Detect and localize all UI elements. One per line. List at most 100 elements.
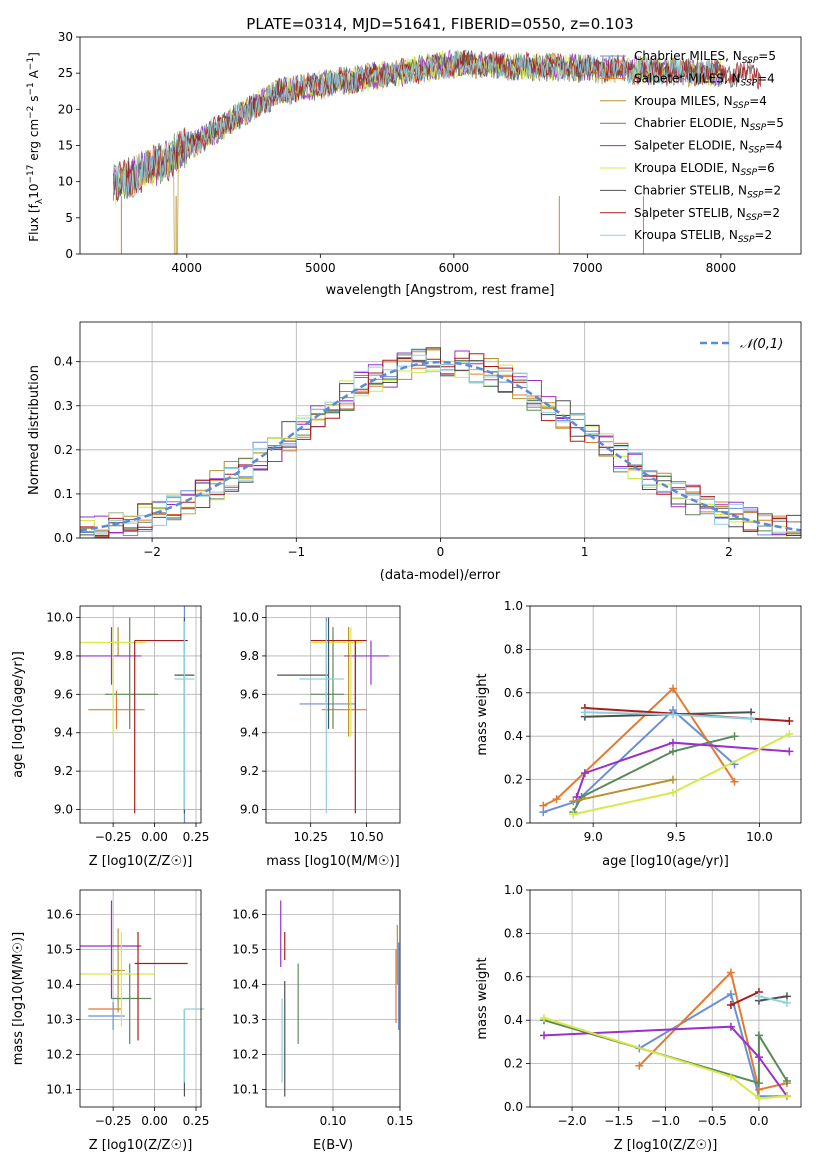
weight_vs_age-point-marker [539,801,548,810]
weight_vs_age-point-marker [569,810,578,819]
spectrum-ylabel-part: Flux [f [27,203,41,241]
weight_vs_age-ytick-label: 0.2 [504,773,523,787]
age_vs_Z-ytick-label: 10.0 [46,611,73,625]
normal-reference-curve [79,360,802,532]
weight_vs_age-axes: 9.0 9.5 10.0 0.0 0.2 0.4 0.6 0.8 1.0 [504,599,801,844]
age_vs_Z-xtick-label: −0.25 [95,830,132,844]
residuals-ytick-label: 0.2 [54,443,73,457]
mass_vs_Z-xlabel: Z [log10(Z/Z☉)] [89,1138,193,1153]
mass_vs_ebv-ytick-label: 10.1 [232,1083,259,1097]
weight_vs_Z-xtick-label: −1.5 [604,1114,633,1128]
mass_vs_Z-axes: −0.25 0.00 0.25 10.1 10.2 10.3 10.4 10.5 10.6 [46,890,209,1128]
weight_vs_age-series-line [542,686,736,807]
age_vs_Z-ytick-label: 9.4 [54,726,73,740]
legend-subscript: SSP [741,78,758,88]
weight_vs_Z-xtick-label: −0.5 [698,1114,727,1128]
spectrum-ylabel-part: λ [35,198,45,204]
age_vs_mass-ytick-label: 9.4 [240,726,259,740]
weight_vs_Z-point-marker [782,1076,791,1085]
weight_vs_Z-point-marker [540,1014,549,1023]
residuals-xtick-label: 0 [437,545,445,559]
weight_vs_Z-point-marker [754,1094,763,1103]
mass_vs_Z-ytick-label: 10.6 [46,908,73,922]
legend-count: =5 [758,49,776,63]
spectrum-xtick-label: 4000 [172,261,203,275]
legend-series-name: Chabrier STELIB, N [634,183,747,197]
age_vs_mass-xtick-label: 10.25 [293,830,327,844]
spectrum-ylabel: Flux [fλ10−17 erg cm−2 s−1 A−1] [26,52,45,242]
weight_vs_Z-point-marker [726,1072,735,1081]
weight_vs_age-frame [529,605,802,824]
weight_vs_age-point-marker [668,775,677,784]
mass_vs_ebv-ytick-label: 10.2 [232,1048,259,1062]
residuals-xtick-label: −2 [143,545,161,559]
weight_vs_Z-ylabel: mass weight [475,957,490,1039]
age_vs_Z-axes: −0.25 0.00 0.25 9.0 9.2 9.4 9.6 9.8 10.0 [46,606,209,844]
weight_vs_Z-series-line [543,1025,788,1097]
spectrum-ytick-label: 30 [58,30,73,44]
spectrum-ytick-label: 0 [65,247,73,261]
weight_vs_age-point-marker [569,797,578,806]
weight_vs_age-point-marker [785,730,794,739]
spectrum-series-line [113,50,721,198]
residuals-ytick-label: 0.3 [54,399,73,413]
spectrum-legend: Chabrier MILES, N SSP =5 Salpeter MILES, NS… [600,49,784,245]
age_vs_mass-xtick-label: 10.50 [349,830,383,844]
legend-label: Salpeter ELODIE, NSSP=4 [634,139,783,156]
legend-label: Kroupa STELIB, NSSP=2 [634,228,772,245]
weight_vs_age-series-line [575,741,790,798]
weight_vs_Z-frame [529,889,802,1108]
weight_vs_Z-point-marker [726,990,735,999]
weight_vs_Z-ytick-label: 0.2 [504,1057,523,1071]
legend-count: =2 [764,183,782,197]
legend-subscript: SSP [733,101,750,111]
age_vs_mass-ytick-label: 10.0 [232,611,259,625]
weight_vs_age-ytick-label: 0.8 [504,642,523,656]
mass_vs_ebv-xtick-label: 0.15 [387,1114,414,1128]
weight_vs_age-ytick-label: 0.4 [504,729,523,743]
age_vs_Z-xtick-label: 0.25 [183,830,210,844]
weight_vs_Z-ytick-label: 1.0 [504,883,523,897]
weight_vs_age-ytick-label: 1.0 [504,599,523,613]
residual-ylabel: Normed distribution [27,365,42,495]
weight_vs_age-point-marker [668,738,677,747]
weight_vs_Z-point-marker [754,1031,763,1040]
age_vs_mass-frame [265,605,401,824]
weight_vs_Z-ytick-label: 0.0 [504,1100,523,1114]
legend-count: =2 [762,206,780,220]
legend-series-name: Kroupa ELODIE, N [634,161,741,175]
weight_vs_age-xlabel: age [log10(age/yr)] [602,854,729,869]
mass_vs_Z-points [80,900,205,1097]
spectrum-axes: 4000 5000 6000 7000 8000 0 5 10 15 20 25 30 [58,30,736,275]
legend-subscript: SSP [748,146,765,156]
spectrum-ytick-label: 20 [58,102,73,116]
legend-label: Salpeter MILES, NSSP=4 [634,71,775,88]
mass_vs_Z-xtick-label: 0.25 [183,1114,210,1128]
legend-label: Chabrier ELODIE, NSSP=5 [634,116,784,133]
residual-xlabel: (data-model)/error [380,568,501,583]
weight_vs_age-point-marker [668,710,677,719]
age_vs_Z-frame [79,605,202,824]
legend-count: =4 [749,94,767,108]
mass_vs_ebv-points [280,900,400,1097]
spectrum-lines [113,49,762,255]
weight_vs_Z-point-marker [782,1092,791,1101]
spectrum-ylabel-part: −2 [26,106,36,119]
mass_vs_ebv-axes: 0.10 0.15 10.1 10.2 10.3 10.4 10.5 10.6 [232,890,413,1128]
weight_vs_Z-series-line [730,991,760,1006]
spectrum-xlabel: wavelength [Angstrom, rest frame] [326,283,555,298]
weight_vs_age-series [539,684,794,819]
mass_vs_Z-ytick-label: 10.1 [46,1083,73,1097]
mass_vs_Z-ytick-label: 10.3 [46,1013,73,1027]
weight_vs_age-point-marker [580,708,589,717]
residuals-axes: −2 −1 0 1 2 0.0 0.1 0.2 0.3 0.4 [54,322,801,559]
spectrum-ylabel-part: 10 [27,184,41,199]
spectrum-ytick-label: 5 [65,211,73,225]
residuals-xtick-label: 2 [725,545,733,559]
legend-series-name: Chabrier ELODIE, N [634,116,750,130]
legend-series-name: Chabrier MILES, N [634,49,742,63]
legend-subscript: SSP [747,190,764,200]
weight_vs_Z-series-line [543,1017,788,1100]
legend-subscript: SSP [746,213,763,223]
mass_vs_Z-frame [79,889,202,1108]
